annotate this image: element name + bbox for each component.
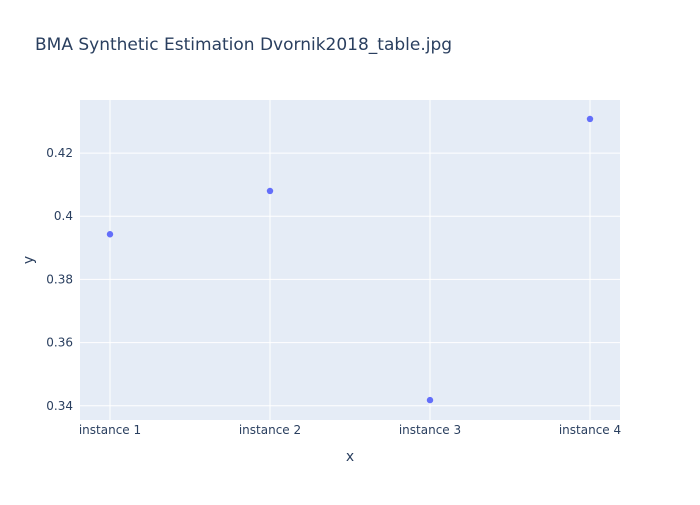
x-tick-label: instance 4 bbox=[559, 423, 621, 437]
data-point[interactable] bbox=[266, 187, 274, 195]
data-point[interactable] bbox=[586, 115, 594, 123]
x-axis-ticks: instance 1 instance 2 instance 3 instance 4 bbox=[79, 423, 621, 437]
grid bbox=[80, 100, 620, 420]
y-tick-label: 0.36 bbox=[46, 336, 73, 350]
y-axis-ticks: 0.34 0.36 0.38 0.4 0.42 bbox=[46, 146, 73, 413]
y-tick-label: 0.38 bbox=[46, 272, 73, 286]
x-axis-title: x bbox=[346, 449, 354, 465]
y-tick-label: 0.34 bbox=[46, 399, 73, 413]
x-tick-label: instance 3 bbox=[399, 423, 461, 437]
y-tick-label: 0.42 bbox=[46, 146, 73, 160]
plot-area bbox=[80, 100, 620, 420]
y-axis-title: y bbox=[21, 256, 37, 264]
x-tick-label: instance 2 bbox=[239, 423, 301, 437]
x-tick-label: instance 1 bbox=[79, 423, 141, 437]
data-point[interactable] bbox=[426, 396, 434, 404]
chart-title: BMA Synthetic Estimation Dvornik2018_tab… bbox=[35, 35, 452, 55]
data-points bbox=[106, 115, 594, 404]
y-tick-label: 0.4 bbox=[54, 209, 73, 223]
data-point[interactable] bbox=[106, 231, 114, 238]
